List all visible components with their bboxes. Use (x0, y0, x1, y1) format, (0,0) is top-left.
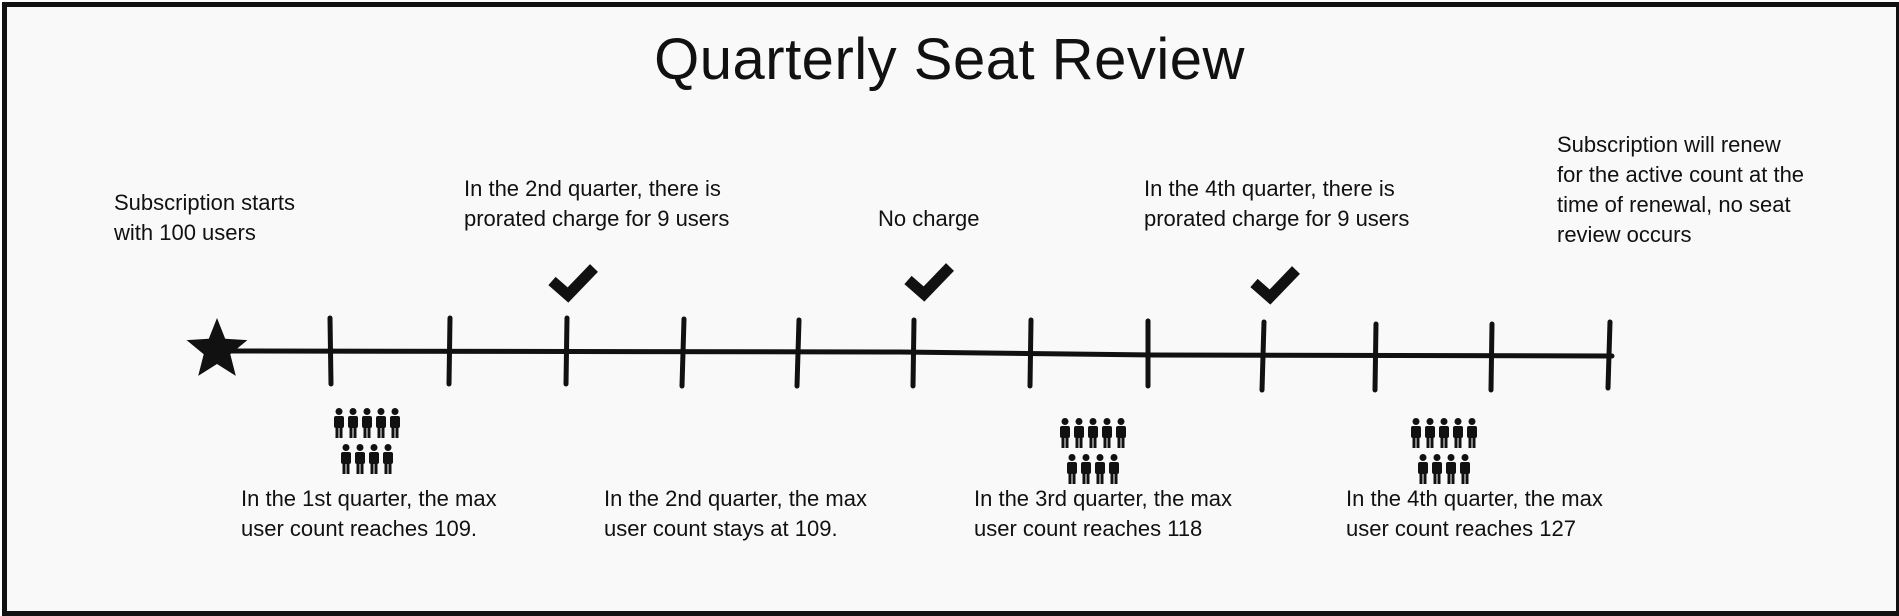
tick-month-3 (563, 315, 570, 387)
tick-month-7 (1027, 317, 1034, 389)
person-icon (334, 408, 344, 438)
person-icon (1432, 454, 1442, 484)
person-icon (1109, 454, 1119, 484)
person-icon (1067, 454, 1077, 484)
person-icon (1460, 454, 1470, 484)
checkmark-icon (904, 263, 954, 302)
person-icon (1446, 454, 1456, 484)
tick-month-11 (1488, 321, 1495, 393)
note-q1-max-users: In the 1st quarter, the max user count r… (241, 486, 497, 541)
person-icon (1425, 418, 1435, 448)
person-icon (355, 444, 365, 474)
person-icon (1074, 418, 1084, 448)
note-q4-max-users: In the 4th quarter, the max user count r… (1346, 486, 1603, 541)
note-no-charge: No charge (878, 206, 980, 231)
person-icon (341, 444, 351, 474)
note-renewal: Subscription will renew for the active c… (1557, 132, 1805, 247)
note-q3-max-users: In the 3rd quarter, the max user count r… (974, 486, 1233, 541)
tick-month-1 (327, 315, 334, 387)
person-icon (383, 444, 393, 474)
tick-month-5 (794, 317, 802, 389)
person-icon (1439, 418, 1449, 448)
user-group-icon (1411, 418, 1477, 484)
person-icon (1102, 418, 1112, 448)
person-icon (390, 408, 400, 438)
person-icon (1060, 418, 1070, 448)
person-icon (376, 408, 386, 438)
page-title: Quarterly Seat Review (654, 27, 1245, 92)
note-q2-max-users: In the 2nd quarter, the max user count s… (604, 486, 867, 541)
tick-month-2 (446, 315, 453, 387)
checkmark-icon (548, 264, 598, 303)
person-icon (348, 408, 358, 438)
person-icon (369, 444, 379, 474)
person-icon (1467, 418, 1477, 448)
user-group-icon (1060, 418, 1126, 484)
checkmark-icon (1250, 266, 1300, 305)
person-icon (1116, 418, 1126, 448)
note-q2-prorated-charge: In the 2nd quarter, there is prorated ch… (464, 176, 730, 231)
person-icon (1081, 454, 1091, 484)
tick-month-6 (910, 317, 917, 389)
person-icon (1095, 454, 1105, 484)
tick-month-10 (1372, 321, 1379, 393)
note-subscription-start: Subscription starts with 100 users (114, 190, 295, 245)
tick-month-4 (679, 316, 687, 389)
user-group-icon (334, 408, 400, 474)
person-icon (1453, 418, 1463, 448)
person-icon (1088, 418, 1098, 448)
person-icon (362, 408, 372, 438)
person-icon (1418, 454, 1428, 484)
person-icon (1411, 418, 1421, 448)
tick-month-9 (1259, 319, 1267, 393)
timeline-axis (212, 348, 1615, 359)
star-icon (186, 318, 248, 376)
note-q4-prorated-charge: In the 4th quarter, there is prorated ch… (1144, 176, 1410, 231)
tick-month-12 (1605, 319, 1613, 391)
